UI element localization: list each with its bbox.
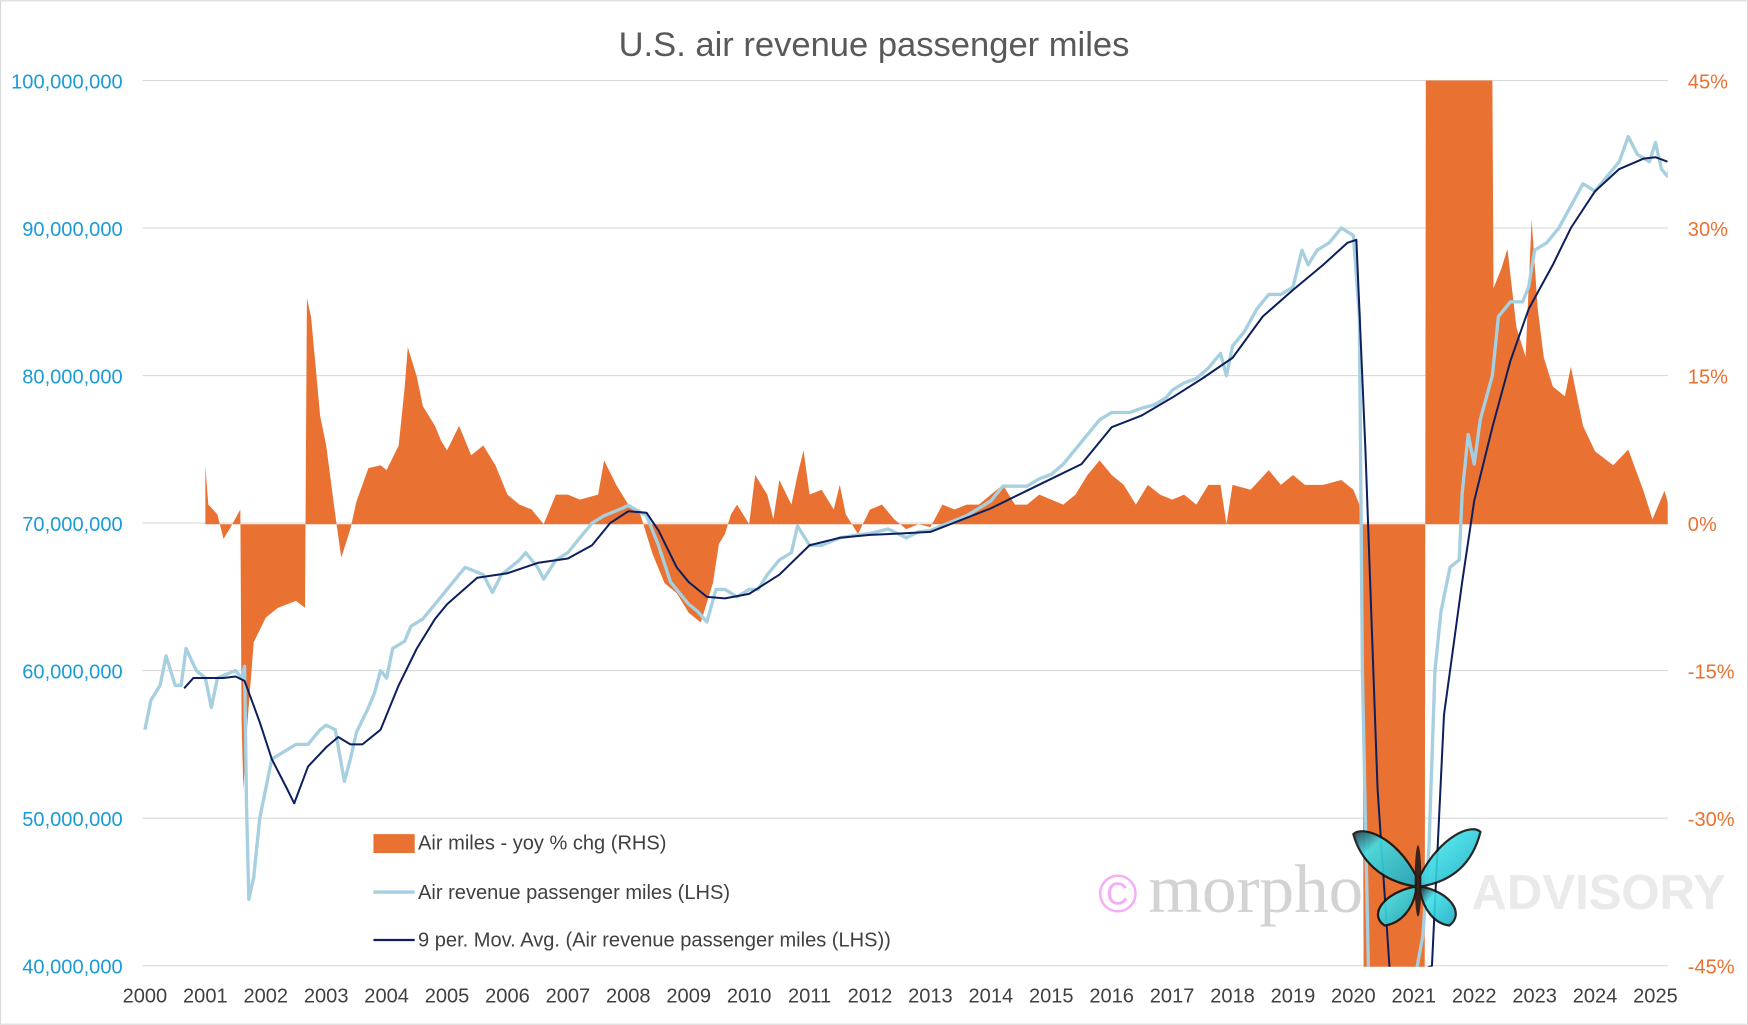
watermark-suffix: ADVISORY bbox=[1472, 866, 1726, 920]
x-axis: 2000 2001 2002 2003 2004 2005 2006 2007 2008 2009… bbox=[123, 985, 1678, 1007]
x-tick-label: 2007 bbox=[546, 985, 591, 1007]
left-tick-label: 40,000,000 bbox=[22, 956, 122, 978]
right-tick-label: -15% bbox=[1688, 661, 1735, 683]
x-tick-label: 2004 bbox=[364, 985, 409, 1007]
x-tick-label: 2006 bbox=[485, 985, 530, 1007]
watermark-brand: morpho bbox=[1148, 850, 1363, 927]
x-tick-label: 2011 bbox=[788, 985, 831, 1007]
left-tick-label: 70,000,000 bbox=[22, 514, 122, 536]
x-tick-label: 2013 bbox=[908, 985, 953, 1007]
watermark-copyright: © bbox=[1098, 865, 1137, 924]
x-tick-label: 2001 bbox=[183, 985, 228, 1007]
right-axis: 45% 30% 15% 0% -15% -30% -45% bbox=[1688, 71, 1735, 978]
x-tick-label: 2014 bbox=[969, 985, 1014, 1007]
x-tick-label: 2025 bbox=[1633, 985, 1678, 1007]
right-tick-label: 45% bbox=[1688, 71, 1728, 93]
x-tick-label: 2009 bbox=[666, 985, 711, 1007]
x-tick-label: 2016 bbox=[1089, 985, 1134, 1007]
right-tick-label: 0% bbox=[1688, 514, 1717, 536]
legend: Air miles - yoy % chg (RHS) Air revenue … bbox=[373, 833, 891, 952]
moving-average-line-series bbox=[183, 156, 1668, 967]
x-tick-label: 2021 bbox=[1391, 985, 1436, 1007]
x-tick-label: 2019 bbox=[1271, 985, 1316, 1007]
yoy-area-series bbox=[205, 80, 1668, 967]
legend-swatch-yoy bbox=[373, 834, 415, 854]
left-tick-label: 80,000,000 bbox=[22, 366, 122, 388]
left-tick-label: 50,000,000 bbox=[22, 809, 122, 831]
left-tick-label: 60,000,000 bbox=[22, 661, 122, 683]
right-tick-label: 15% bbox=[1688, 366, 1728, 388]
left-tick-label: 90,000,000 bbox=[22, 219, 122, 241]
x-tick-label: 2024 bbox=[1573, 985, 1618, 1007]
x-tick-label: 2012 bbox=[848, 985, 893, 1007]
x-tick-label: 2015 bbox=[1029, 985, 1074, 1007]
watermark-logo: © morpho ADVISORY bbox=[1098, 828, 1726, 927]
x-tick-label: 2003 bbox=[304, 985, 349, 1007]
butterfly-icon bbox=[1352, 828, 1482, 927]
x-tick-label: 2005 bbox=[425, 985, 470, 1007]
x-tick-label: 2000 bbox=[123, 985, 168, 1007]
legend-label-ma: 9 per. Mov. Avg. (Air revenue passenger … bbox=[418, 930, 891, 952]
x-tick-label: 2023 bbox=[1512, 985, 1557, 1007]
x-tick-label: 2002 bbox=[243, 985, 288, 1007]
chart-title: U.S. air revenue passenger miles bbox=[619, 26, 1130, 64]
right-tick-label: -30% bbox=[1688, 809, 1735, 831]
right-tick-label: 30% bbox=[1688, 219, 1728, 241]
x-tick-label: 2020 bbox=[1331, 985, 1376, 1007]
x-tick-label: 2018 bbox=[1210, 985, 1255, 1007]
legend-label-yoy: Air miles - yoy % chg (RHS) bbox=[418, 833, 666, 855]
left-tick-label: 100,000,000 bbox=[11, 71, 122, 93]
x-tick-label: 2022 bbox=[1452, 985, 1497, 1007]
left-axis: 100,000,000 90,000,000 80,000,000 70,000,00… bbox=[11, 71, 122, 978]
legend-label-rpm: Air revenue passenger miles (LHS) bbox=[418, 882, 730, 904]
x-tick-label: 2017 bbox=[1150, 985, 1195, 1007]
right-tick-label: -45% bbox=[1688, 956, 1735, 978]
x-tick-label: 2010 bbox=[727, 985, 772, 1007]
x-tick-label: 2008 bbox=[606, 985, 651, 1007]
